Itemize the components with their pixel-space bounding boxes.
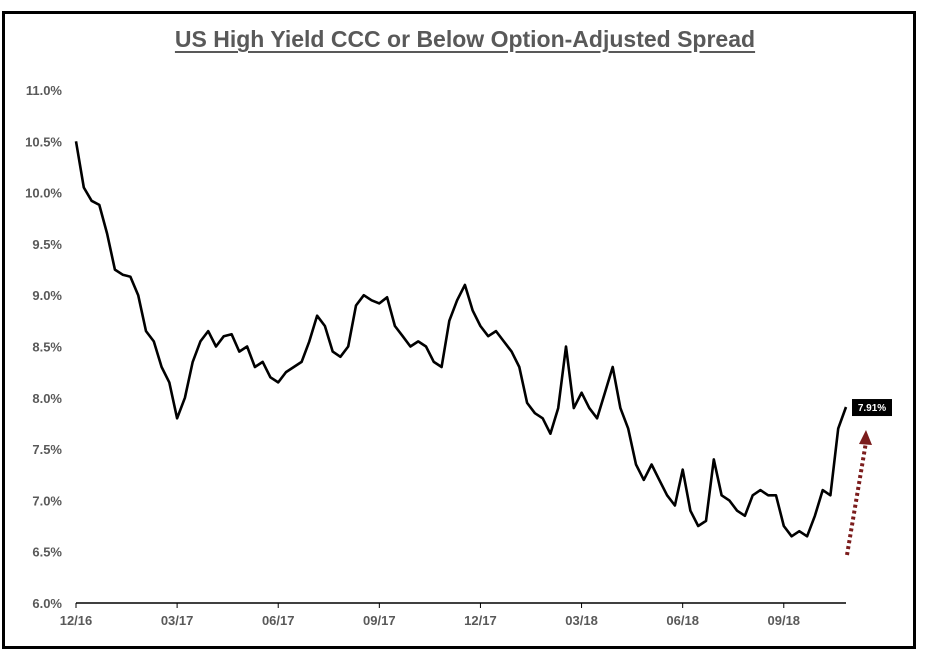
series-line	[74, 141, 848, 538]
chart-frame	[2, 11, 916, 649]
trend-arrow-head	[859, 430, 872, 445]
x-tick-label: 03/17	[161, 613, 194, 628]
y-tick-label: 8.5%	[32, 340, 62, 355]
series-group	[74, 141, 848, 538]
x-tick-label: 03/18	[565, 613, 598, 628]
x-tick-label: 12/16	[60, 613, 93, 628]
callout-label: 7.91%	[858, 403, 886, 414]
y-tick-label: 10.0%	[25, 186, 62, 201]
y-tick-label: 6.5%	[32, 545, 62, 560]
trend-arrow-shaft	[845, 441, 868, 556]
y-tick-label: 6.0%	[32, 596, 62, 611]
x-tick-label: 09/18	[768, 613, 801, 628]
y-tick-label: 7.5%	[32, 442, 62, 457]
y-tick-label: 9.5%	[32, 237, 62, 252]
y-tick-label: 8.0%	[32, 391, 62, 406]
annotation-group: 7.91%	[845, 399, 892, 556]
y-tick-label: 10.5%	[25, 134, 62, 149]
callout-box	[852, 399, 892, 417]
x-tick-label: 06/17	[262, 613, 295, 628]
x-tick-label: 09/17	[363, 613, 396, 628]
x-axis: 12/16 03/17 06/17 09/17 12/17 03/18 06/18 09/18	[60, 602, 846, 628]
x-tick-label: 06/18	[666, 613, 699, 628]
chart-title: US High Yield CCC or Below Option-Adjust…	[174, 26, 756, 52]
y-tick-label: 9.0%	[32, 288, 62, 303]
y-tick-label: 11.0%	[26, 83, 63, 98]
y-axis: 6.0% 6.5% 7.0% 7.5% 8.0% 8.5% 9.0% 9.5% 10.0% 10.…	[25, 83, 62, 611]
x-tick-label: 12/17	[464, 613, 497, 628]
y-tick-label: 7.0%	[32, 493, 62, 508]
